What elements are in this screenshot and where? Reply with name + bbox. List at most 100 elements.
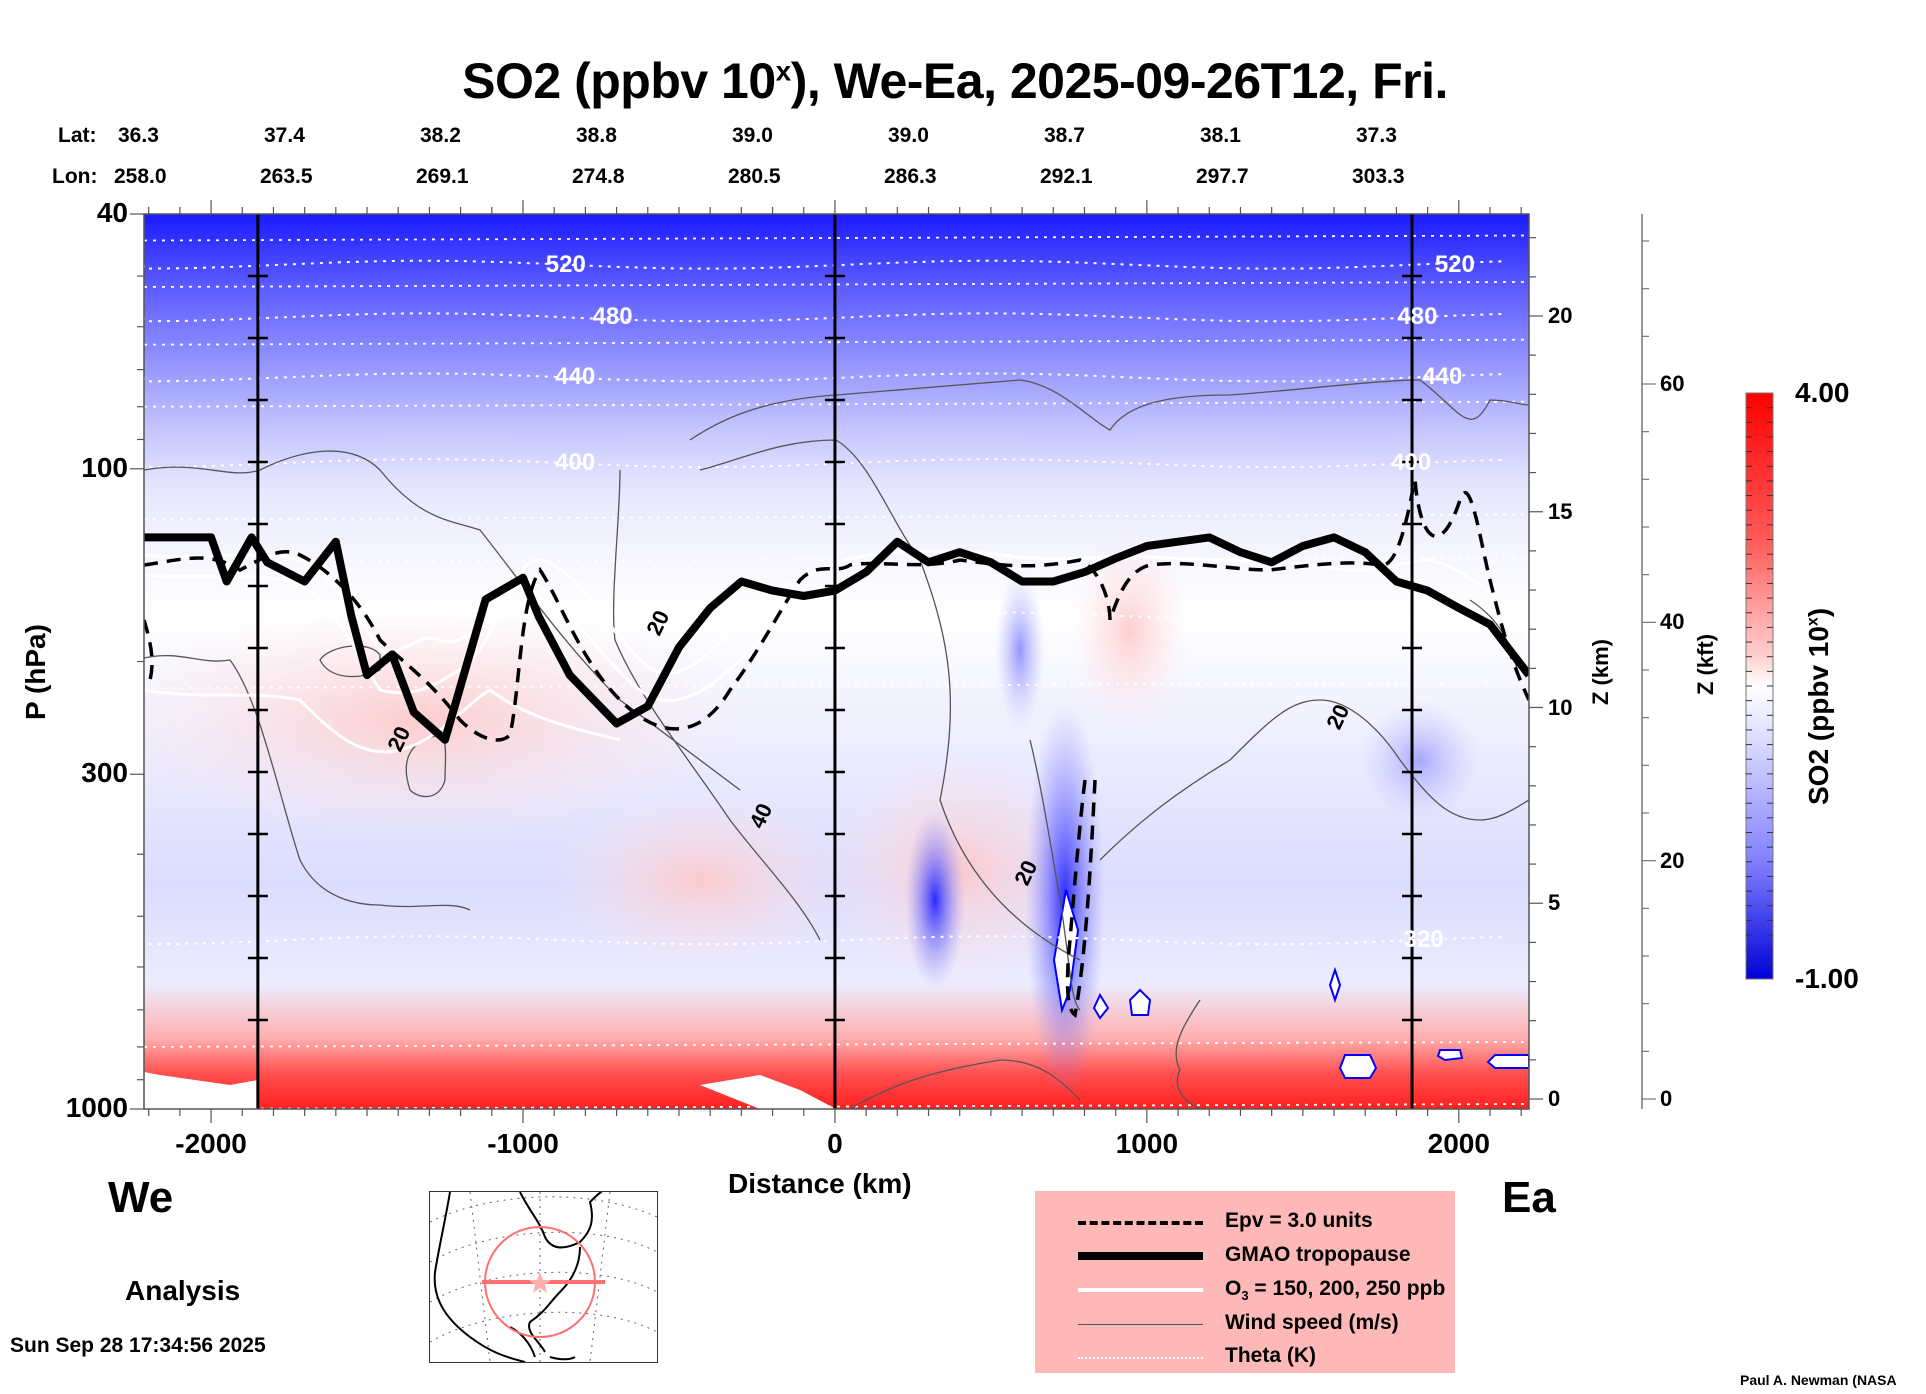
theta-contour-label: 480 <box>592 303 633 331</box>
y-tick-label: 300 <box>81 757 128 789</box>
legend-item-tropopause: GMAO tropopause <box>1035 1240 1455 1270</box>
lon-value: 274.8 <box>572 165 625 188</box>
o3-contour <box>144 549 1529 675</box>
lon-value: 258.0 <box>114 165 167 188</box>
legend-label: GMAO tropopause <box>1225 1243 1411 1266</box>
legend-label: O3 = 150, 200, 250 ppb <box>1225 1277 1446 1304</box>
so2-high-central <box>550 790 850 970</box>
theta-contour-label: 520 <box>1434 250 1475 278</box>
x-tick-label: 2000 <box>1427 1128 1490 1159</box>
credit: Paul A. Newman (NASA <box>1740 1372 1897 1388</box>
lon-value: 263.5 <box>260 165 313 188</box>
tropopause-path <box>144 533 1529 744</box>
epv-contour <box>144 479 1529 742</box>
so2-min-spot <box>1486 1054 1529 1069</box>
theta-contour-label: 440 <box>1422 363 1463 391</box>
z-kft-tick-label: 0 <box>1660 1086 1673 1111</box>
map-coastlines <box>433 1191 603 1363</box>
theta-contour-label: 480 <box>1397 303 1438 331</box>
map-svg <box>429 1191 658 1363</box>
x-tick-label: 0 <box>827 1128 843 1159</box>
so2-min-spot <box>1328 966 1342 1004</box>
z-km-tick-label: 20 <box>1548 303 1573 328</box>
z-km-tick-label: 0 <box>1548 1086 1561 1111</box>
lon-label: Lon: <box>52 165 98 188</box>
z-kft-tick-label: 40 <box>1660 609 1685 635</box>
wind-contour <box>1029 739 1081 1011</box>
theta-contour <box>144 281 1529 288</box>
wind-contour <box>405 734 447 798</box>
colorbar-min-label: -1.00 <box>1795 963 1859 994</box>
legend-thin-line-icon <box>1078 1324 1203 1325</box>
lon-value: 280.5 <box>728 165 781 188</box>
so2-low-east <box>1360 700 1480 820</box>
epv-contour <box>1065 779 1097 1019</box>
so2-min-spot <box>1092 992 1110 1020</box>
map-center-star-icon <box>529 1272 551 1293</box>
o3-contour <box>144 688 621 754</box>
lat-value: 37.3 <box>1356 124 1397 147</box>
wind-contour <box>1175 999 1201 1109</box>
lat-label: Lat: <box>58 124 97 147</box>
west-label: We <box>108 1173 174 1222</box>
x-tick-label: -2000 <box>175 1128 247 1159</box>
location-map-inset <box>429 1191 658 1363</box>
y-tick-label: 40 <box>96 197 128 228</box>
epv-contours <box>144 479 1529 1019</box>
theta-contour <box>144 234 1529 242</box>
theta-contour <box>144 338 1529 346</box>
lat-value: 36.3 <box>118 124 159 147</box>
theta-contours <box>144 234 1529 1109</box>
legend: Epv = 3.0 units GMAO tropopause O3 = 150… <box>1035 1191 1455 1373</box>
theta-contour-label: 360 <box>617 602 658 630</box>
legend-label: Wind speed (m/s) <box>1225 1311 1399 1334</box>
lat-value: 39.0 <box>888 124 929 147</box>
topography <box>144 1072 258 1109</box>
wind-contour <box>1099 699 1529 861</box>
so2-min-spot <box>1128 988 1152 1016</box>
chart-title: SO2 (ppbv 10x), We-Ea, 2025-09-26T12, Fr… <box>462 53 1448 109</box>
lon-value: 292.1 <box>1040 165 1093 188</box>
so2-min-spot <box>1338 1054 1378 1079</box>
lat-value: 38.8 <box>576 124 617 147</box>
y-tick-label: 100 <box>81 451 128 483</box>
map-graticule <box>429 1191 658 1363</box>
theta-contour <box>144 556 1529 564</box>
timestamp: Sun Sep 28 17:34:56 2025 <box>10 1334 266 1357</box>
x-axis-title: Distance (km) <box>728 1168 912 1199</box>
y-tick-label: 1000 <box>65 1092 128 1123</box>
lon-value: 303.3 <box>1352 165 1405 188</box>
wind-contour <box>689 379 1529 441</box>
o3-contour <box>144 573 871 702</box>
so2-low-plume-3 <box>995 570 1045 730</box>
legend-item-theta: Theta (K) <box>1035 1341 1455 1371</box>
so2-min-spot <box>1436 1049 1464 1062</box>
so2-low-plume-2 <box>905 810 965 990</box>
vertical-markers <box>247 214 1423 1109</box>
lat-value: 37.4 <box>264 124 305 147</box>
lon-value: 269.1 <box>416 165 469 188</box>
theta-contour <box>144 1041 1529 1048</box>
wind-contour <box>144 654 471 911</box>
wind-contour <box>699 439 1081 961</box>
theta-contour-label: 400 <box>1391 449 1432 477</box>
theta-contour-label: 320 <box>1403 926 1444 954</box>
theta-contour-label: 400 <box>555 449 596 477</box>
lat-value: 38.7 <box>1044 124 1085 147</box>
theta-contour <box>144 400 1529 408</box>
theta-contour-label: 440 <box>555 363 596 391</box>
lat-value: 38.1 <box>1200 124 1241 147</box>
wind-contour <box>612 469 821 941</box>
legend-thick-line-icon <box>1078 1252 1203 1260</box>
legend-label: Theta (K) <box>1225 1344 1316 1367</box>
legend-label: Epv = 3.0 units <box>1225 1209 1373 1232</box>
lon-value: 286.3 <box>884 165 937 188</box>
z-kft-tick-label: 60 <box>1660 371 1685 396</box>
legend-item-epv: Epv = 3.0 units <box>1035 1206 1455 1236</box>
theta-contour <box>144 1103 1529 1109</box>
topography <box>700 1075 836 1109</box>
z-kft-axis-title: Z (kft) <box>1693 633 1718 695</box>
o3-contours <box>144 549 1529 754</box>
z-km-tick-label: 5 <box>1548 890 1561 916</box>
